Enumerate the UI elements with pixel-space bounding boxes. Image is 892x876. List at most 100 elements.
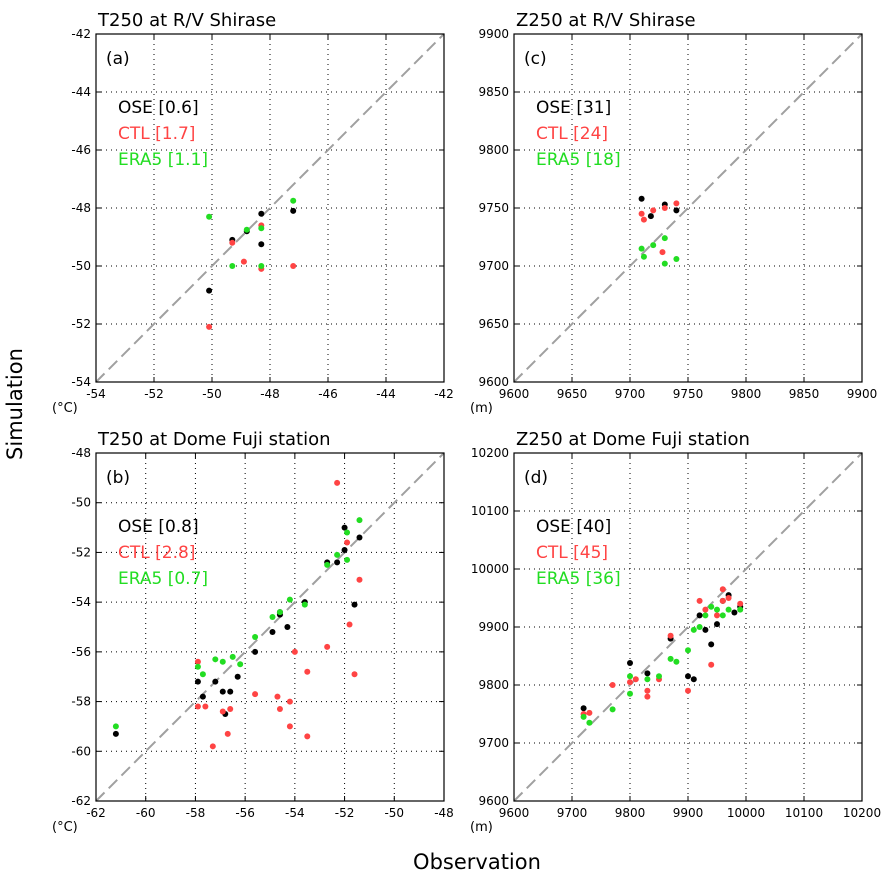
axis-unit-label: (m) <box>470 401 493 416</box>
y-tick-label: -60 <box>71 744 91 758</box>
point-era5 <box>644 676 651 683</box>
y-tick-label: 9750 <box>478 201 509 215</box>
panel-title: Z250 at Dome Fuji station <box>516 429 750 450</box>
legend-entry-era5: ERA5 [18] <box>536 150 621 170</box>
point-era5 <box>229 653 236 660</box>
panel-c: 9600 9650 9700 9750 9800 9850 9900 9600 9650 9700… <box>470 10 877 416</box>
legend-entry-ose: OSE [0.6] <box>118 98 199 118</box>
x-tick-label: 9900 <box>847 387 878 401</box>
panel-b: -62 -60 -58 -56 -54 -52 -50 -48 -62 -60 -58 -56 -54 -… <box>52 429 454 835</box>
x-tick-label: -50 <box>202 387 222 401</box>
legend-entry-ose: OSE [0.8] <box>118 517 199 537</box>
point-era5 <box>714 606 720 613</box>
point-ctl <box>290 263 297 269</box>
y-tick-label: 9600 <box>478 794 509 808</box>
legend-entry-ctl: CTL [1.7] <box>118 124 195 144</box>
point-era5 <box>586 719 593 726</box>
point-ctl <box>696 597 703 604</box>
panel-label: (d) <box>524 468 548 488</box>
point-era5 <box>112 723 119 730</box>
x-tick-label: -52 <box>144 387 164 401</box>
point-era5 <box>229 263 236 269</box>
point-ctl <box>667 632 674 639</box>
point-era5 <box>661 235 668 242</box>
point-era5 <box>719 612 726 619</box>
point-era5 <box>673 658 680 665</box>
axis-unit-label: (°C) <box>52 401 78 416</box>
one-to-one-line <box>95 452 445 802</box>
y-tick-label: 10200 <box>471 446 509 460</box>
x-tick-label: -44 <box>376 387 396 401</box>
panel-title: T250 at Dome Fuji station <box>97 429 331 450</box>
point-era5 <box>344 529 351 536</box>
point-ctl <box>334 479 341 486</box>
point-ctl <box>609 682 616 688</box>
point-era5 <box>708 603 715 610</box>
y-tick-label: -48 <box>71 201 91 215</box>
point-ctl <box>644 693 651 700</box>
x-tick-label: 9650 <box>557 387 588 401</box>
point-ctl <box>708 661 715 668</box>
point-ctl <box>224 730 231 737</box>
x-tick-label: -46 <box>318 387 338 401</box>
point-ctl <box>304 668 311 675</box>
y-tick-label: -62 <box>71 794 91 808</box>
point-era5 <box>286 596 293 603</box>
point-ctl <box>276 706 283 713</box>
panels-group: -54 -52 -50 -48 -46 -44 -42 -54 -52 -50 -48 -46 -44 -… <box>52 10 881 835</box>
point-ose <box>252 648 259 655</box>
legend-entry-ctl: CTL [2.8] <box>118 543 195 563</box>
panel-d: 9600 9700 9800 9900 10000 10100 10200 9600 9700 9… <box>470 429 881 835</box>
point-era5 <box>356 517 363 524</box>
x-tick-label: 10000 <box>727 806 765 820</box>
point-ctl <box>209 743 216 750</box>
point-era5 <box>609 706 616 713</box>
point-ctl <box>673 200 680 207</box>
one-to-one-line <box>513 33 863 383</box>
point-era5 <box>737 606 744 613</box>
y-tick-label: 10100 <box>471 504 509 518</box>
legend-entry-era5: ERA5 [1.1] <box>118 150 208 170</box>
point-ose <box>673 207 680 214</box>
point-ose <box>647 213 654 220</box>
point-ctl <box>274 693 281 700</box>
y-tick-label: -50 <box>71 496 91 510</box>
point-ctl <box>219 708 226 715</box>
point-ose <box>714 621 720 628</box>
point-ctl <box>356 576 363 583</box>
point-ose <box>194 678 201 685</box>
point-era5 <box>580 713 587 720</box>
point-ose <box>258 241 265 248</box>
y-tick-label: 9600 <box>478 375 509 389</box>
point-ctl <box>719 597 726 604</box>
point-ose <box>112 730 119 737</box>
point-ctl <box>344 539 351 546</box>
panel-label: (a) <box>106 49 130 69</box>
point-era5 <box>661 260 668 267</box>
x-tick-label: 9750 <box>673 387 704 401</box>
y-tick-label: -58 <box>71 695 91 709</box>
point-ose <box>580 705 587 712</box>
y-axis-title: Simulation <box>3 348 27 460</box>
y-tick-label: 9800 <box>478 678 509 692</box>
y-tick-label: -46 <box>71 143 91 157</box>
legend-entry-ctl: CTL [45] <box>536 543 608 563</box>
point-ose <box>258 210 265 217</box>
x-tick-label: 9700 <box>615 387 646 401</box>
y-tick-label: 9850 <box>478 85 509 99</box>
point-era5 <box>237 661 244 668</box>
point-era5 <box>344 556 351 563</box>
point-ctl <box>229 239 236 246</box>
point-era5 <box>258 225 265 232</box>
panel-title: Z250 at R/V Shirase <box>516 10 696 31</box>
point-ctl <box>346 621 353 628</box>
y-tick-label: 9800 <box>478 143 509 157</box>
x-tick-label: -54 <box>86 387 106 401</box>
x-tick-label: -52 <box>335 806 355 820</box>
point-ose <box>356 534 363 541</box>
point-era5 <box>656 673 662 680</box>
point-ctl <box>638 210 645 217</box>
point-ctl <box>659 249 666 256</box>
point-era5 <box>650 242 657 249</box>
x-axis-title: Observation <box>413 850 541 874</box>
